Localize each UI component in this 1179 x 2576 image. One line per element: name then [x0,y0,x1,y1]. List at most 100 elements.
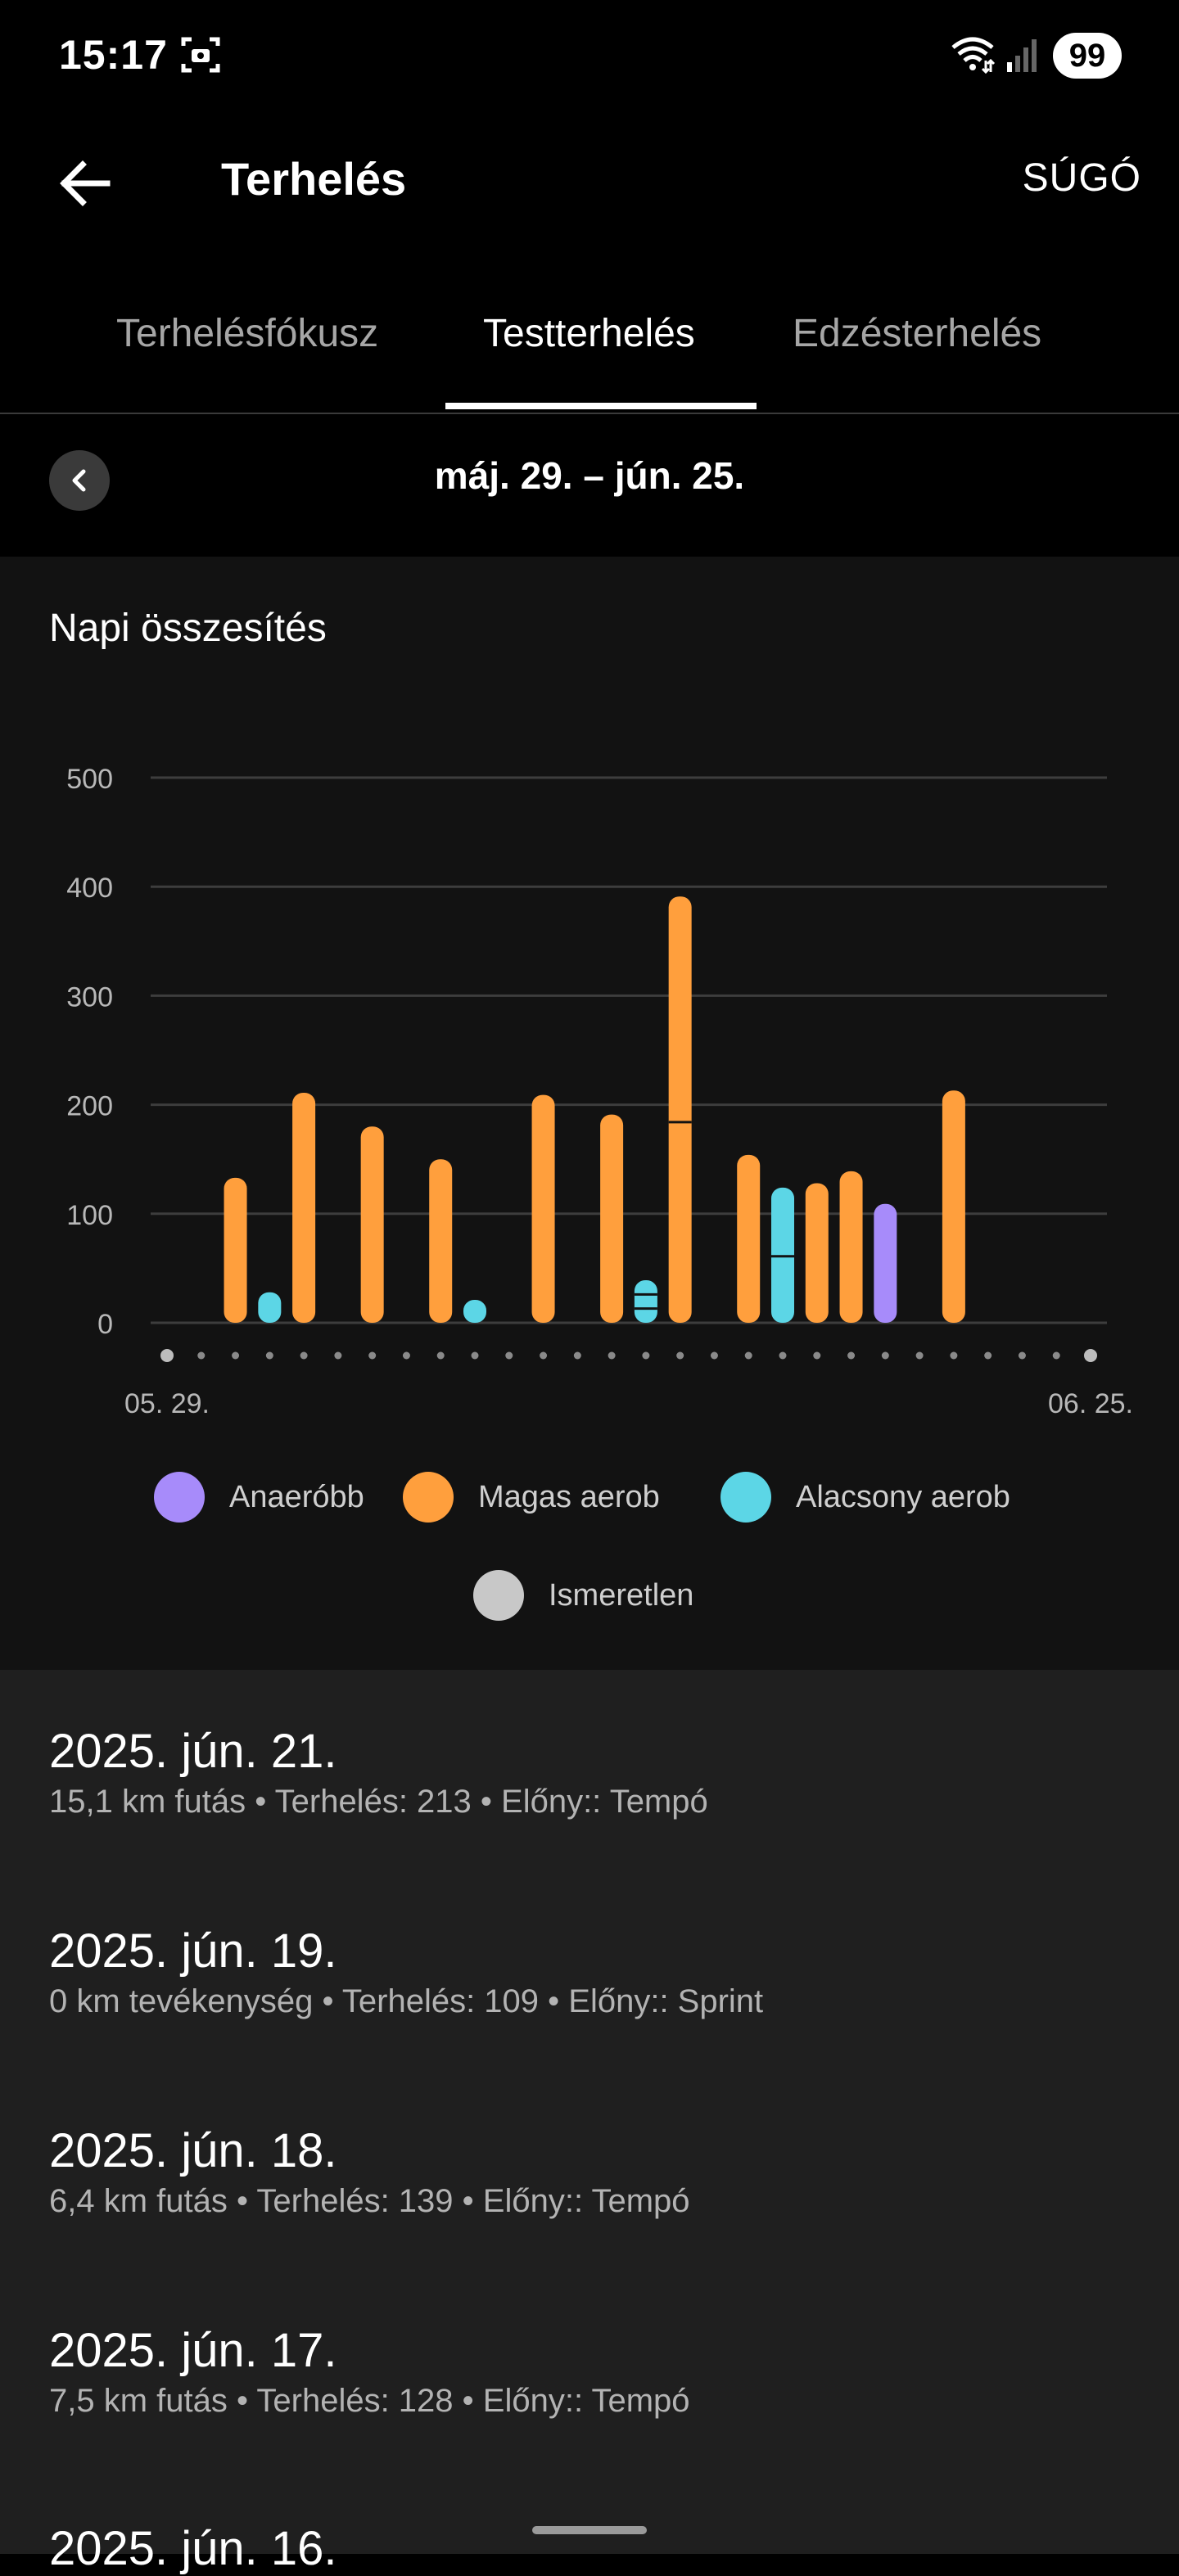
day-dot [300,1351,308,1360]
day-dot [710,1351,718,1360]
chart-bar-high-aerobic [942,1090,965,1323]
chart-bar-high-aerobic [224,1177,247,1323]
day-dot [471,1351,479,1360]
y-tick-label: 0 [97,1309,113,1340]
date-range-label: máj. 29. – jún. 25. [434,454,745,497]
tab-body-load[interactable]: Testterhelés [483,312,695,355]
day-dot [608,1351,616,1360]
legend-dot-anaerobic [154,1472,205,1523]
chart-bar-low-aerobic [258,1292,282,1323]
activity-date: 2025. jún. 19. [49,1924,337,1978]
wifi-icon [951,37,996,74]
chart-bar-high-aerobic [292,1092,316,1323]
legend-dot-high-aerobic [403,1472,454,1523]
chart-bar-low-aerobic [634,1280,657,1323]
x-axis-start-label: 05. 29. [124,1388,210,1419]
day-dot [881,1351,889,1360]
activity-date: 2025. jún. 21. [49,1725,337,1778]
chart-bar-high-aerobic [531,1094,555,1323]
day-dot [160,1349,174,1362]
list-item[interactable]: 2025. jún. 21. 15,1 km futás • Terhelés:… [49,1724,1130,1820]
y-tick-label: 300 [66,981,113,1013]
day-dot [540,1351,548,1360]
chart-bar-high-aerobic [600,1114,624,1323]
day-dot [505,1351,513,1360]
tab-training-load[interactable]: Edzésterhelés [793,312,1042,355]
activity-detail: 6,4 km futás • Terhelés: 139 • Előny:: T… [49,2183,690,2219]
help-button[interactable]: SÚGÓ [1022,156,1141,200]
day-dot [676,1351,684,1360]
card-title: Napi összesítés [49,607,327,650]
day-dot [232,1351,240,1360]
activity-detail: 7,5 km futás • Terhelés: 128 • Előny:: T… [49,2383,690,2419]
arrow-left-icon [60,160,111,206]
chart-bar-high-aerobic [429,1159,453,1323]
day-dot [1018,1351,1026,1360]
legend-dot-low-aerobic [720,1472,771,1523]
battery-indicator: 99 [1053,33,1122,79]
day-dot [265,1351,273,1360]
day-dot [984,1351,992,1360]
legend-dot-unknown [473,1570,524,1621]
y-tick-label: 100 [66,1200,113,1231]
day-dot [402,1351,410,1360]
legend-low-aerobic: Alacsony aerob [720,1472,1010,1523]
day-dot [1052,1351,1060,1360]
chevron-left-icon [72,469,86,492]
previous-period-button[interactable] [49,450,110,511]
list-item[interactable]: 2025. jún. 18. 6,4 km futás • Terhelés: … [49,2123,1130,2220]
cell-signal-icon [1007,39,1037,72]
day-dot [368,1351,377,1360]
day-dot [813,1351,821,1360]
activity-list: 2025. jún. 21. 15,1 km futás • Terhelés:… [0,1670,1179,2575]
status-time: 15:17 [59,32,168,78]
date-navigator: máj. 29. – jún. 25. [0,417,1179,557]
daily-load-chart: 500 400 300 200 100 0 05. 29. 06. 25. [66,764,1133,1419]
legend-high-aerobic: Magas aerob [403,1472,660,1523]
legend-label: Magas aerob [478,1479,660,1514]
daily-summary-card: 500 400 300 200 100 0 05. 29. 06. 25. Napi össz… [0,557,1179,1670]
page-title: Terhelés [221,153,407,205]
day-dot [642,1351,650,1360]
y-tick-label: 500 [66,764,113,795]
status-bar: 15:17 99 [0,0,1179,115]
back-button[interactable] [49,147,121,219]
y-tick-label: 400 [66,873,113,904]
tab-active-indicator [445,403,757,409]
legend-anaerobic: Anaeróbb [154,1472,364,1523]
legend-label: Ismeretlen [549,1577,694,1613]
chart-bar-high-aerobic [737,1154,761,1323]
day-dot [197,1351,206,1360]
day-dot [847,1351,856,1360]
activity-date: 2025. jún. 18. [49,2124,337,2177]
chart-bar-high-aerobic [839,1171,863,1323]
tab-bar: Terhelésfókusz Testterhelés Edzésterhelé… [0,295,1179,414]
list-item[interactable]: 2025. jún. 17. 7,5 km futás • Terhelés: … [49,2323,1130,2420]
y-tick-label: 200 [66,1091,113,1122]
day-dot [779,1351,787,1360]
list-item[interactable]: 2025. jún. 19. 0 km tevékenység • Terhel… [49,1924,1130,2020]
day-dot [334,1351,342,1360]
chart-bar-high-aerobic [360,1126,384,1323]
day-dot [436,1351,445,1360]
legend-label: Alacsony aerob [796,1479,1010,1514]
activity-detail: 15,1 km futás • Terhelés: 213 • Előny:: … [49,1784,708,1820]
chart-bar-high-aerobic [668,896,692,1323]
day-dot [950,1351,958,1360]
activity-date: 2025. jún. 17. [49,2324,337,2377]
app-bar: Terhelés SÚGÓ [0,131,1179,229]
chart-bar-anaerobic [874,1203,897,1323]
tab-load-focus[interactable]: Terhelésfókusz [116,312,379,355]
legend-unknown: Ismeretlen [473,1570,693,1621]
activity-detail: 0 km tevékenység • Terhelés: 109 • Előny… [49,1983,764,2019]
home-indicator [532,2526,647,2534]
day-dot [915,1351,924,1360]
day-dot [1084,1349,1097,1362]
legend-label: Anaeróbb [229,1479,364,1514]
x-axis-end-label: 06. 25. [1048,1388,1133,1419]
screenshot-indicator-icon [181,37,220,73]
chart-bar-high-aerobic [805,1183,829,1323]
day-dot [744,1351,752,1360]
day-dot [573,1351,581,1360]
chart-bar-low-aerobic [463,1300,486,1323]
